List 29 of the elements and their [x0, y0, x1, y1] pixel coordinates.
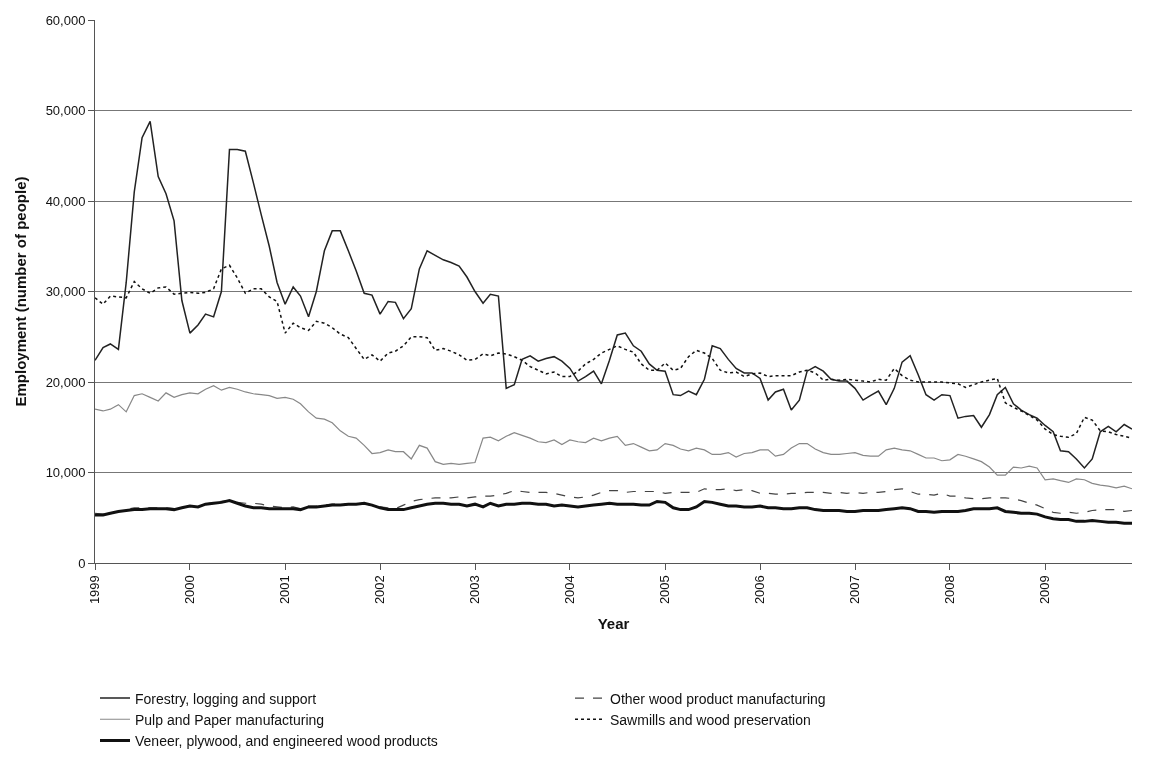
- legend-label: Sawmills and wood preservation: [610, 711, 811, 728]
- x-tick-label: 2001: [277, 575, 293, 605]
- y-tick-label: 20,000: [45, 374, 86, 390]
- x-tick-label: 2000: [182, 575, 198, 605]
- legend-label: Other wood product manufacturing: [610, 690, 826, 707]
- x-tick-label: 2006: [752, 575, 768, 605]
- y-tick-label: 10,000: [45, 465, 86, 481]
- y-tick-label: 60,000: [45, 12, 86, 28]
- x-axis-title: Year: [597, 615, 630, 633]
- legend-label: Veneer, plywood, and engineered wood products: [135, 732, 438, 749]
- line-series: [95, 499, 1132, 525]
- line-series: [95, 264, 1132, 439]
- x-tick-label: 2009: [1037, 575, 1053, 605]
- x-tick-label: 2005: [657, 575, 673, 605]
- y-tick-label: 40,000: [45, 193, 86, 209]
- legend-label: Forestry, logging and support: [135, 690, 317, 707]
- y-tick-label: 50,000: [45, 103, 86, 119]
- line-series: [95, 385, 1132, 490]
- x-tick-label: 1999: [87, 575, 103, 605]
- line-series: [95, 120, 1132, 469]
- x-tick-label: 2007: [847, 575, 863, 605]
- y-tick-label: 30,000: [45, 284, 86, 300]
- x-tick-label: 2004: [562, 575, 578, 605]
- legend-label: Pulp and Paper manufacturing: [135, 711, 325, 728]
- y-tick-label: 0: [78, 555, 86, 571]
- x-tick-label: 2008: [942, 575, 958, 605]
- x-tick-label: 2003: [467, 575, 483, 605]
- x-tick-label: 2002: [372, 575, 388, 605]
- y-axis-title: Employment (number of people): [11, 176, 29, 407]
